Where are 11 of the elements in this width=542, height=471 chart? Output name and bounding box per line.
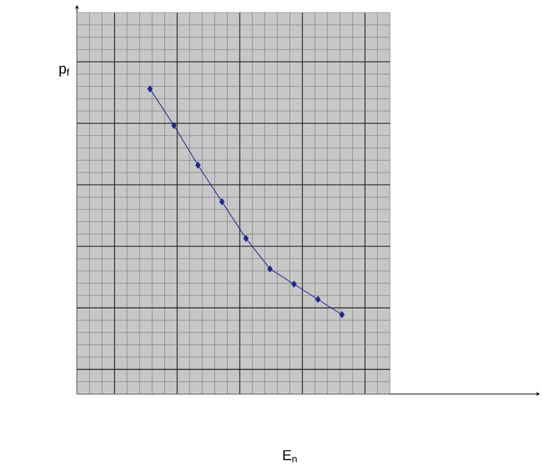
point: [147, 86, 153, 92]
point: [171, 122, 177, 129]
point: [315, 296, 321, 303]
point: [243, 234, 249, 242]
point: [267, 266, 273, 272]
x-axis-title: E$_{n}$: [283, 450, 297, 462]
point: [219, 198, 225, 206]
y-axis-title: p$_{f}$: [59, 66, 70, 76]
point: [195, 162, 201, 169]
point: [339, 311, 345, 318]
point: [291, 280, 297, 288]
